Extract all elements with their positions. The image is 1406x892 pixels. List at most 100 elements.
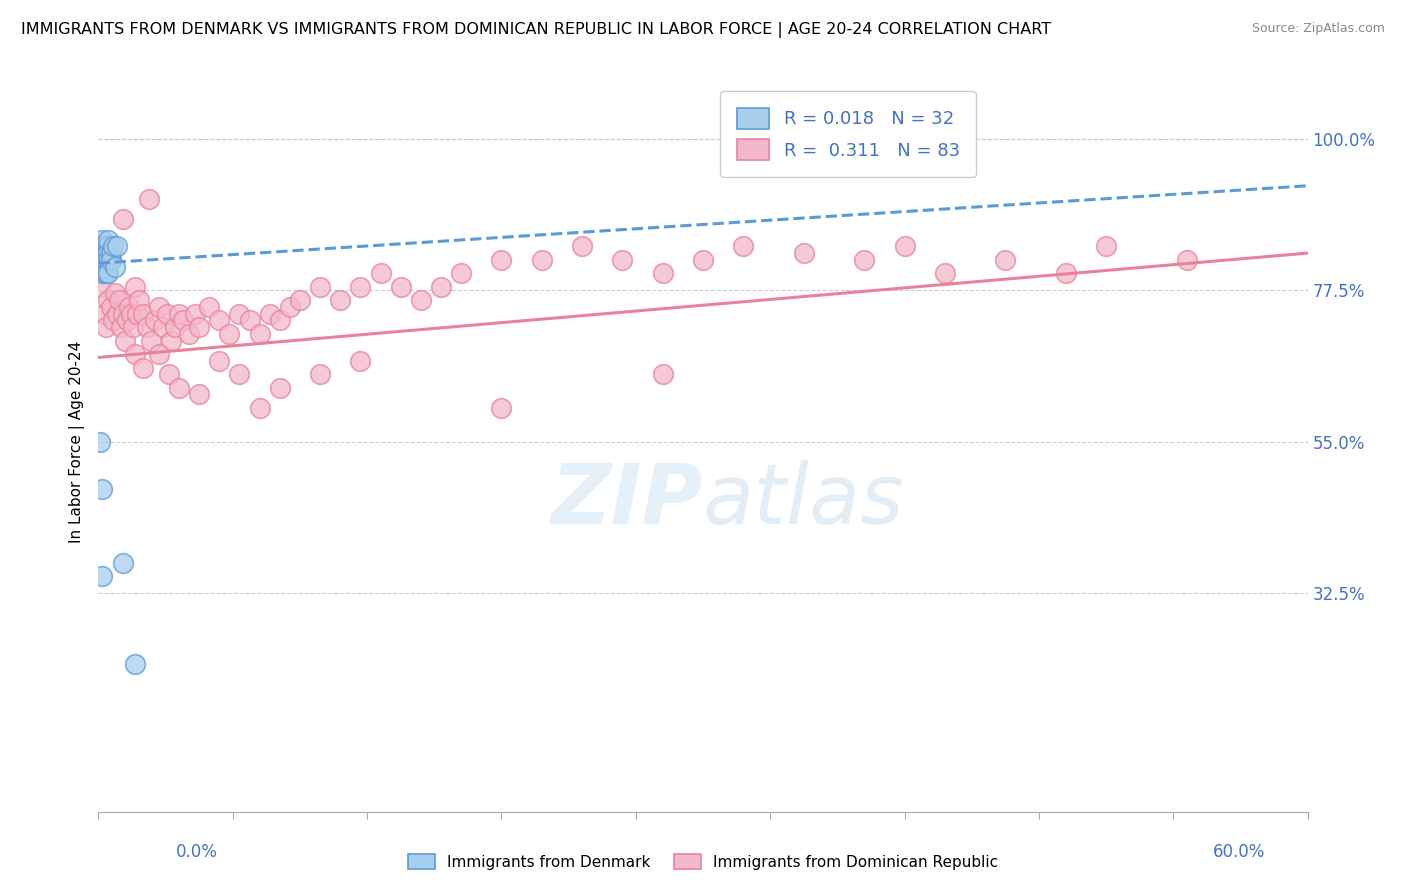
Point [152,320,174,334]
Point [893,239,915,253]
Point [167,381,190,395]
Point [110,320,132,334]
Point [93,239,115,253]
Point [93,252,115,267]
Point [89,239,111,253]
Point [163,320,186,334]
Point [111,212,134,227]
Point [228,368,250,382]
Point [100,300,122,314]
Point [172,313,194,327]
Point [135,320,157,334]
Point [132,307,155,321]
Point [188,320,211,334]
Point [269,313,291,327]
Point [91,252,114,267]
Point [692,252,714,267]
Point [125,307,148,321]
Point [91,260,114,274]
Point [103,286,125,301]
Point [114,334,136,348]
Point [309,368,332,382]
Text: atlas: atlas [703,460,904,541]
Point [105,239,128,253]
Point [124,347,146,361]
Point [733,239,755,253]
Point [167,307,190,321]
Point [96,260,118,274]
Point [103,260,125,274]
Point [249,326,271,341]
Point [111,307,134,321]
Point [389,279,412,293]
Point [329,293,352,308]
Point [100,246,122,260]
Point [121,320,143,334]
Point [93,260,115,274]
Point [97,239,120,253]
Point [89,434,111,449]
Point [530,252,553,267]
Point [128,293,150,308]
Point [97,233,120,247]
Point [228,307,250,321]
Point [430,279,453,293]
Point [1095,239,1118,253]
Point [450,266,472,280]
Legend: Immigrants from Denmark, Immigrants from Dominican Republic: Immigrants from Denmark, Immigrants from… [399,846,1007,877]
Point [96,320,118,334]
Point [97,293,120,308]
Y-axis label: In Labor Force | Age 20-24: In Labor Force | Age 20-24 [69,341,84,542]
Point [97,252,120,267]
Point [179,326,201,341]
Point [118,300,141,314]
Point [157,368,180,382]
Point [87,252,110,267]
Point [101,313,124,327]
Point [198,300,221,314]
Point [571,239,593,253]
Legend: R = 0.018   N = 32, R =  0.311   N = 83: R = 0.018 N = 32, R = 0.311 N = 83 [720,92,976,177]
Point [101,239,124,253]
Point [288,293,311,308]
Point [156,307,179,321]
Point [208,353,231,368]
Point [853,252,876,267]
Point [100,252,122,267]
Point [97,266,120,280]
Point [1175,252,1198,267]
Point [139,334,162,348]
Point [96,246,118,260]
Point [115,313,138,327]
Point [93,246,115,260]
Text: 60.0%: 60.0% [1213,843,1265,861]
Point [934,266,956,280]
Point [278,300,301,314]
Point [184,307,207,321]
Point [148,300,170,314]
Point [160,334,183,348]
Point [111,556,134,570]
Point [105,307,128,321]
Point [349,279,371,293]
Text: 0.0%: 0.0% [176,843,218,861]
Point [188,387,211,401]
Point [651,266,673,280]
Point [143,313,166,327]
Point [148,347,170,361]
Point [132,360,155,375]
Point [96,239,118,253]
Point [994,252,1017,267]
Point [96,266,118,280]
Point [120,307,142,321]
Point [93,266,115,280]
Point [91,246,114,260]
Point [93,307,115,321]
Point [491,252,513,267]
Point [309,279,332,293]
Point [491,401,513,415]
Point [269,381,291,395]
Point [793,246,815,260]
Point [239,313,262,327]
Point [409,293,432,308]
